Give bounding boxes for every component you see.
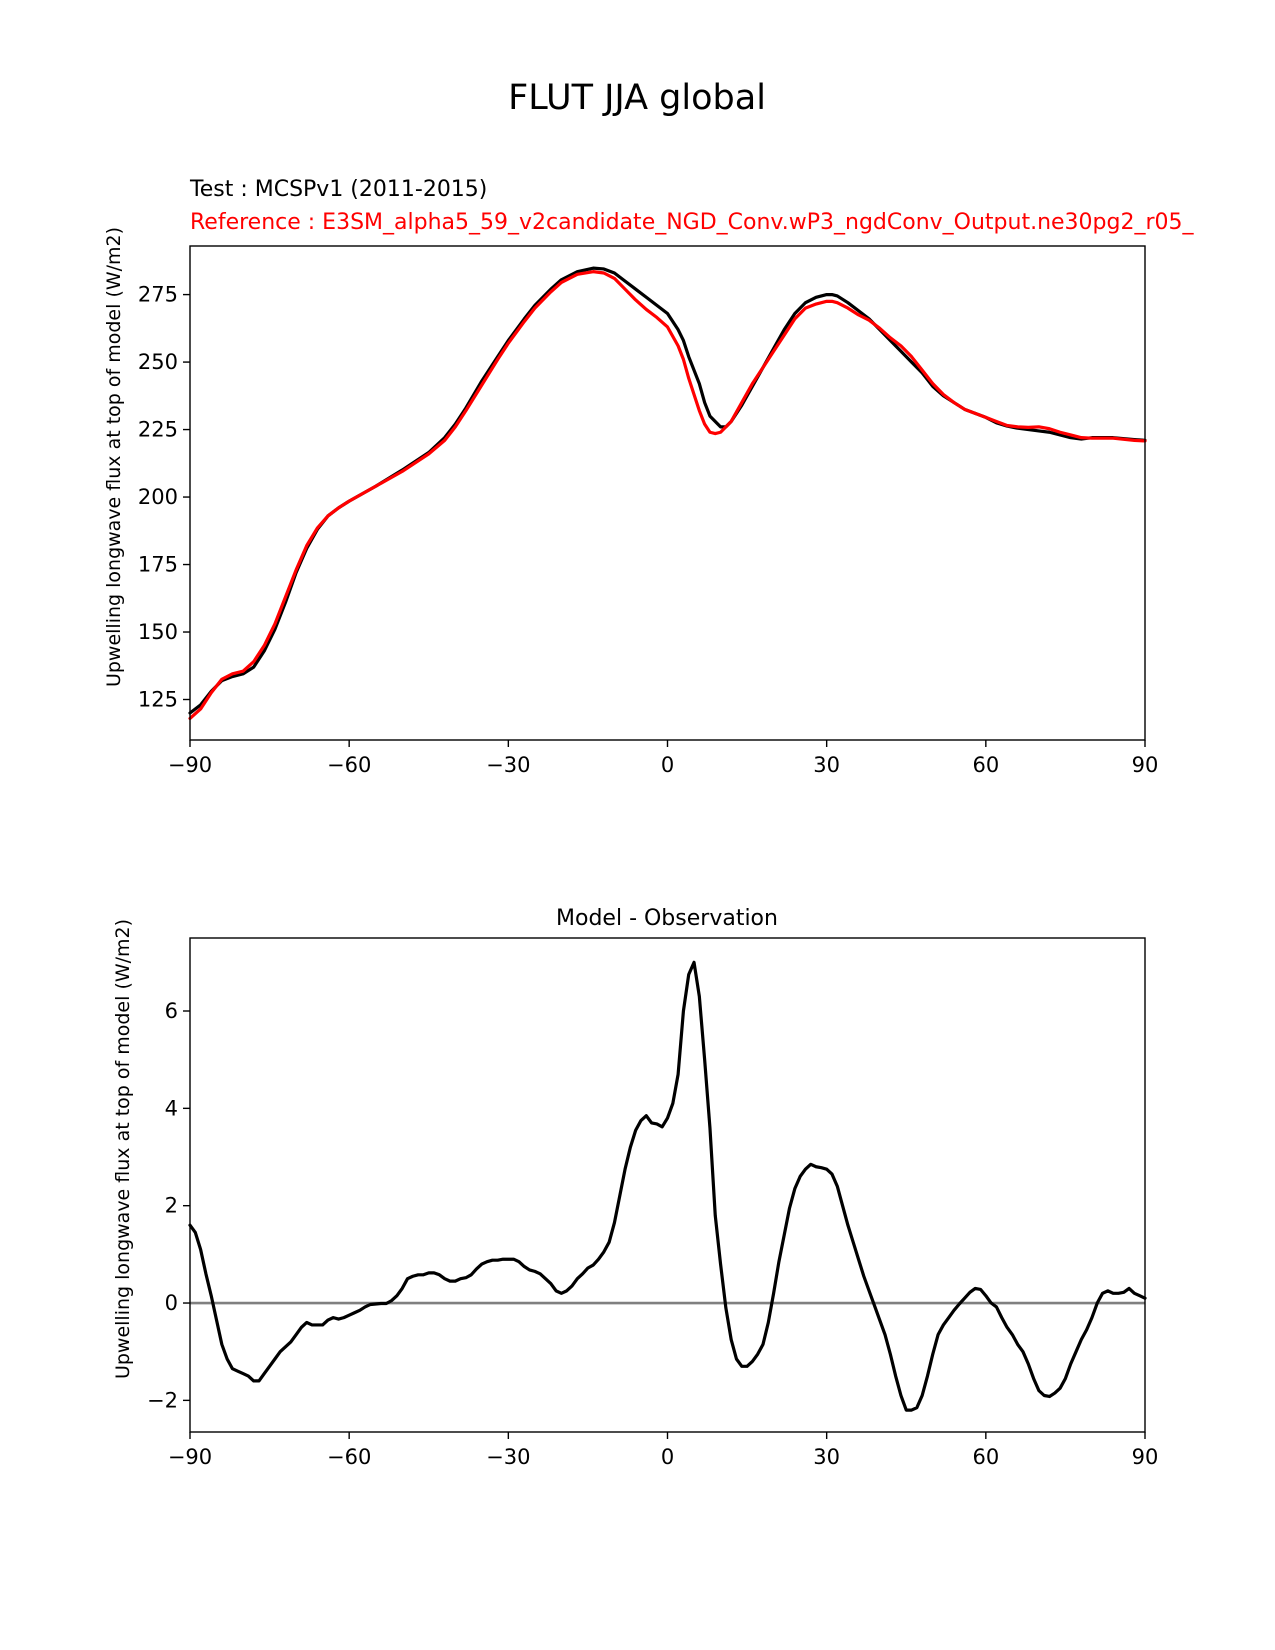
x-tick-label: 30 xyxy=(813,753,840,777)
y-tick-label: 200 xyxy=(138,485,178,509)
y-tick-label: 250 xyxy=(138,350,178,374)
y-tick-label: 2 xyxy=(165,1194,178,1218)
x-tick-label: −90 xyxy=(168,753,212,777)
x-tick-label: 0 xyxy=(661,1445,674,1469)
x-tick-label: 90 xyxy=(1132,1445,1159,1469)
plot-series xyxy=(188,960,1147,1412)
y-tick-label: 150 xyxy=(138,620,178,644)
x-tick-label: −30 xyxy=(486,753,530,777)
axis-ticks: −90 −60 −30 0 30 60 90 125 150 175 200 225 250 275 xyxy=(138,283,1158,777)
y-tick-label: 125 xyxy=(138,688,178,712)
reference-label: Reference : E3SM_alpha5_59_v2candidate_N… xyxy=(190,210,1195,235)
top-panel: Test : MCSPv1 (2011-2015) Reference : E3… xyxy=(103,177,1195,777)
x-tick-label: −60 xyxy=(327,753,371,777)
test-label: Test : MCSPv1 (2011-2015) xyxy=(189,177,487,202)
y-tick-label: 275 xyxy=(138,283,178,307)
axes-frame xyxy=(189,245,1146,741)
axis-ticks: −90 −60 −30 0 30 60 90 −2 0 2 4 6 xyxy=(147,999,1158,1469)
y-tick-label: 0 xyxy=(165,1291,178,1315)
panel-title: Model - Observation xyxy=(556,906,778,931)
y-axis-label: Upwelling longwave flux at top of model … xyxy=(112,919,134,1379)
plot-series xyxy=(188,266,1147,720)
test-series-line xyxy=(188,266,1147,715)
x-tick-label: 90 xyxy=(1132,753,1159,777)
x-tick-label: −30 xyxy=(486,1445,530,1469)
difference-series-line xyxy=(188,960,1147,1412)
bottom-panel: Model - Observation Upwelling longwave f… xyxy=(112,906,1158,1469)
x-tick-label: 30 xyxy=(813,1445,840,1469)
axes-frame xyxy=(189,937,1146,1433)
x-tick-label: 60 xyxy=(972,1445,999,1469)
x-tick-label: 60 xyxy=(972,753,999,777)
y-tick-label: 175 xyxy=(138,553,178,577)
x-tick-label: −60 xyxy=(327,1445,371,1469)
reference-series-line xyxy=(188,270,1147,720)
y-tick-label: 225 xyxy=(138,418,178,442)
x-tick-label: 0 xyxy=(661,753,674,777)
x-tick-label: −90 xyxy=(168,1445,212,1469)
y-tick-label: 6 xyxy=(165,999,178,1023)
y-tick-label: 4 xyxy=(165,1096,178,1120)
y-tick-label: −2 xyxy=(147,1388,178,1412)
figure-title: FLUT JJA global xyxy=(508,78,766,118)
y-axis-label: Upwelling longwave flux at top of model … xyxy=(103,227,125,687)
